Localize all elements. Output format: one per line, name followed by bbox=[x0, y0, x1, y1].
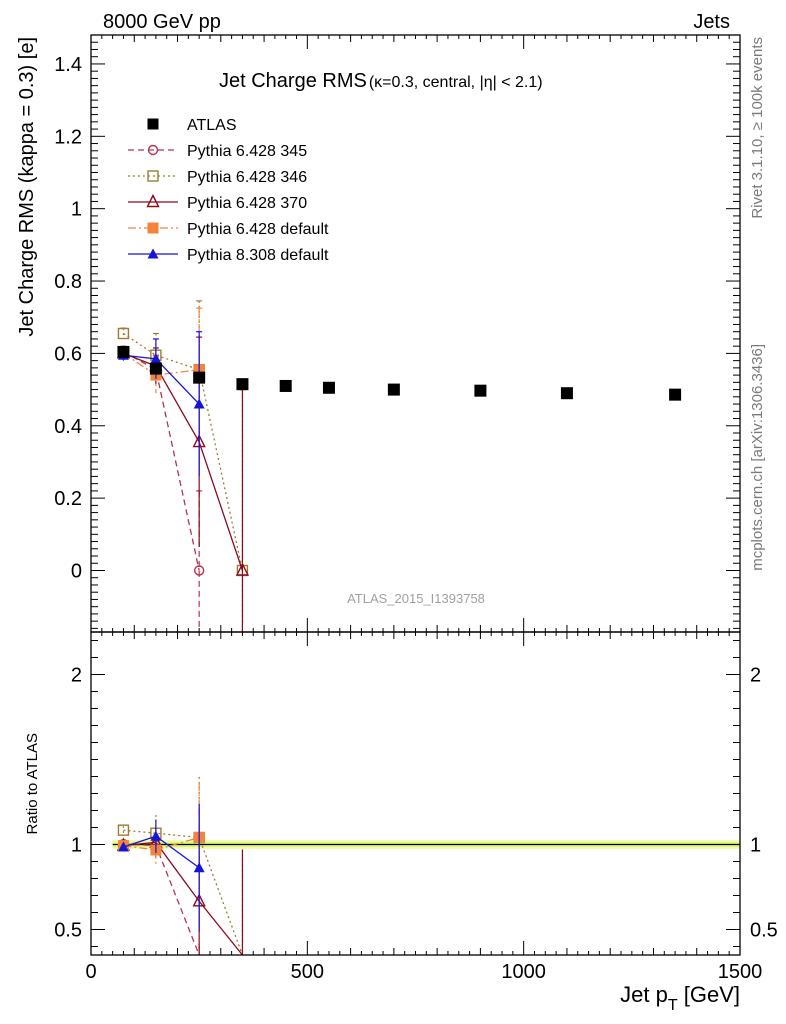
ratio-y-tick-label: 1 bbox=[71, 835, 82, 857]
ratio-series-line bbox=[123, 829, 244, 956]
legend-item: Pythia 6.428 345 bbox=[128, 143, 307, 160]
legend-marker bbox=[147, 248, 159, 259]
analysis-label: ATLAS_2015_I1393758 bbox=[347, 591, 485, 606]
data-point bbox=[560, 387, 573, 400]
legend-marker bbox=[147, 222, 159, 234]
ratio-y-tick-label: 2 bbox=[71, 665, 82, 687]
legend-label: Pythia 6.428 default bbox=[187, 221, 329, 238]
data-point bbox=[322, 381, 335, 394]
x-tick-label: 1500 bbox=[718, 961, 763, 983]
data-point bbox=[149, 362, 162, 375]
ratio-reference-band bbox=[112, 840, 741, 849]
legend-label: Pythia 6.428 345 bbox=[187, 143, 307, 160]
legend-marker bbox=[147, 170, 159, 182]
side-text-upper: Rivet 3.1.10, ≥ 100k events bbox=[749, 37, 766, 219]
legend-item: ATLAS bbox=[147, 117, 237, 134]
x-tick-label: 1000 bbox=[501, 961, 546, 983]
x-tick-label: 500 bbox=[291, 961, 324, 983]
legend-label: Pythia 6.428 370 bbox=[187, 195, 307, 212]
y-axis-label: Jet Charge RMS (kappa = 0.3) [e] bbox=[16, 37, 38, 337]
ratio-data-point bbox=[117, 824, 130, 836]
y-tick-label: 1 bbox=[71, 199, 82, 221]
series-pythia-6-428-345 bbox=[118, 345, 205, 956]
series-line bbox=[123, 351, 200, 571]
ratio-y-tick-label-right: 0.5 bbox=[750, 920, 778, 942]
legend-label: Pythia 8.308 default bbox=[187, 247, 329, 264]
y-tick-label: 0 bbox=[71, 560, 82, 582]
legend-item: Pythia 8.308 default bbox=[128, 247, 329, 264]
data-point bbox=[193, 565, 205, 576]
y-tick-label: 0.2 bbox=[54, 488, 82, 510]
ratio-series-line bbox=[123, 843, 200, 956]
data-point bbox=[387, 383, 400, 396]
data-point bbox=[235, 562, 250, 576]
tick-layer: 0 500 1000 1500 0 0.2 0.4 0.6 0.8 1 1.2 1.4 0.5 0.5 1 1… bbox=[54, 34, 778, 983]
chart-title: Jet Charge RMS (κ=0.3, central, |η| < 2.1… bbox=[219, 70, 543, 92]
x-tick-label: 0 bbox=[85, 961, 96, 983]
ratio-series-line bbox=[123, 841, 243, 956]
ratio-plot-frame bbox=[90, 631, 741, 956]
y-tick-label: 0.8 bbox=[54, 271, 82, 293]
data-point bbox=[193, 371, 206, 384]
series-line bbox=[123, 352, 244, 571]
header-left-label: 8000 GeV pp bbox=[103, 11, 221, 33]
ratio-y-axis-label: Ratio to ATLAS bbox=[24, 733, 41, 834]
legend-marker bbox=[147, 118, 159, 130]
data-point bbox=[279, 379, 292, 392]
data-point bbox=[117, 327, 130, 340]
data-point bbox=[150, 353, 162, 364]
chart-title-main: Jet Charge RMS bbox=[219, 70, 367, 92]
y-tick-label: 0.6 bbox=[54, 343, 82, 365]
data-point bbox=[669, 388, 682, 401]
chart-title-sub: (κ=0.3, central, |η| < 2.1) bbox=[369, 74, 543, 91]
ratio-data-point bbox=[150, 830, 162, 841]
series-layer bbox=[116, 300, 682, 956]
ratio-y-tick-label-right: 1 bbox=[750, 835, 761, 857]
legend-item: Pythia 6.428 370 bbox=[128, 193, 307, 212]
ratio-y-tick-label: 0.5 bbox=[54, 920, 82, 942]
ratio-data-point bbox=[193, 862, 205, 873]
ratio-data-point bbox=[117, 841, 129, 852]
legend-label: ATLAS bbox=[187, 117, 237, 134]
data-point bbox=[236, 378, 249, 391]
side-text-lower: mcplots.cern.ch [arXiv:1306.3436] bbox=[749, 344, 766, 571]
legend-item: Pythia 6.428 default bbox=[128, 221, 329, 238]
legend-label: Pythia 6.428 346 bbox=[187, 169, 307, 186]
series-pythia-6-428-370 bbox=[116, 336, 250, 956]
ratio-y-tick-label-right: 2 bbox=[750, 665, 761, 687]
series-atlas bbox=[117, 345, 682, 401]
series-line bbox=[123, 332, 244, 571]
data-point bbox=[117, 345, 130, 358]
y-tick-label: 1.2 bbox=[54, 126, 82, 148]
y-tick-label: 0.4 bbox=[54, 416, 82, 438]
series-pythia-6-428-346 bbox=[117, 300, 249, 956]
header-right-label: Jets bbox=[693, 11, 730, 33]
legend-marker bbox=[147, 144, 159, 156]
legend-item: Pythia 6.428 346 bbox=[128, 169, 307, 186]
data-point bbox=[193, 398, 205, 409]
data-point bbox=[474, 384, 487, 397]
y-tick-label: 1.4 bbox=[54, 54, 82, 76]
legend: ATLAS Pythia 6.428 345 Pythia 6.428 346 Pyt… bbox=[128, 117, 329, 264]
x-axis-label: Jet pT [GeV] bbox=[620, 982, 740, 1014]
legend-marker bbox=[146, 193, 160, 208]
